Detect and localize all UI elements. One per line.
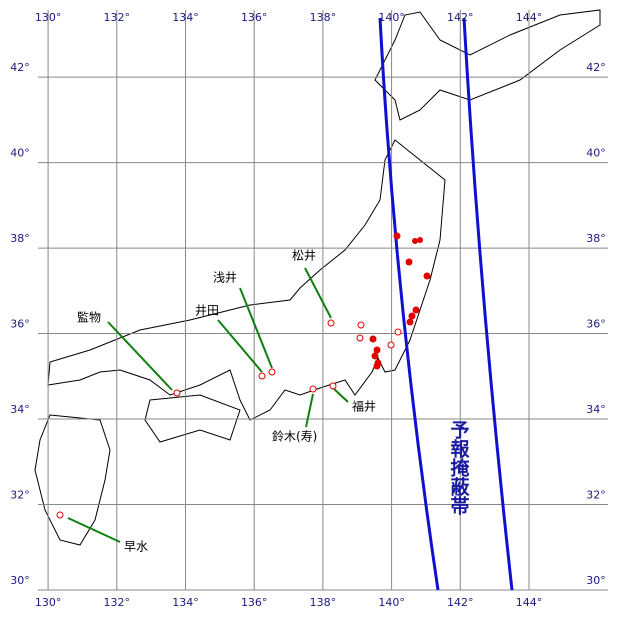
y-tick-label: 32° [586, 489, 606, 502]
x-tick-label: 144° [516, 596, 543, 609]
y-tick-label: 38° [10, 232, 30, 245]
x-tick-label: 136° [241, 11, 268, 24]
y-tick-label: 34° [586, 403, 606, 416]
leader-lines [67, 267, 349, 543]
x-tick-label: 134° [172, 11, 199, 24]
y-tick-label: 36° [586, 318, 606, 331]
x-tick-label: 138° [310, 11, 337, 24]
coastline [34, 9, 601, 546]
y-tick-label: 34° [10, 403, 30, 416]
x-tick-label: 140° [378, 11, 405, 24]
y-tick-label: 42° [10, 61, 30, 74]
band-label: 予報掩蔽帯 [448, 420, 470, 516]
x-tick-label: 144° [516, 11, 543, 24]
x-tick-label: 130° [35, 596, 62, 609]
x-tick-label: 132° [104, 596, 131, 609]
x-tick-label: 136° [241, 596, 268, 609]
y-tick-label: 36° [10, 318, 30, 331]
observer-label: 福井 [352, 399, 376, 414]
y-tick-label: 32° [10, 489, 30, 502]
observer-sites [56, 319, 402, 519]
x-tick-label: 130° [35, 11, 62, 24]
observer-label: 松井 [292, 249, 316, 263]
x-tick-label: 140° [378, 596, 405, 609]
y-tick-label: 30° [586, 574, 606, 587]
y-tick-label: 38° [586, 232, 606, 245]
x-tick-label: 142° [447, 596, 474, 609]
observer-label: 井田 [195, 304, 219, 318]
observer-label: 監物 [77, 310, 101, 325]
x-tick-label: 134° [172, 596, 199, 609]
x-tick-label: 142° [447, 11, 474, 24]
observation-points [369, 232, 431, 370]
y-tick-label: 30° [10, 574, 30, 587]
x-tick-label: 132° [104, 11, 131, 24]
grid [38, 10, 608, 591]
occultation-band [378, 17, 514, 591]
observer-label: 早水 [124, 540, 148, 554]
observer-label: 鈴木(寿) [272, 429, 317, 444]
y-tick-label: 42° [586, 61, 606, 74]
y-tick-label: 40° [10, 147, 30, 160]
x-tick-label: 138° [310, 596, 337, 609]
observer-label: 浅井 [213, 271, 237, 285]
y-tick-label: 40° [586, 147, 606, 160]
